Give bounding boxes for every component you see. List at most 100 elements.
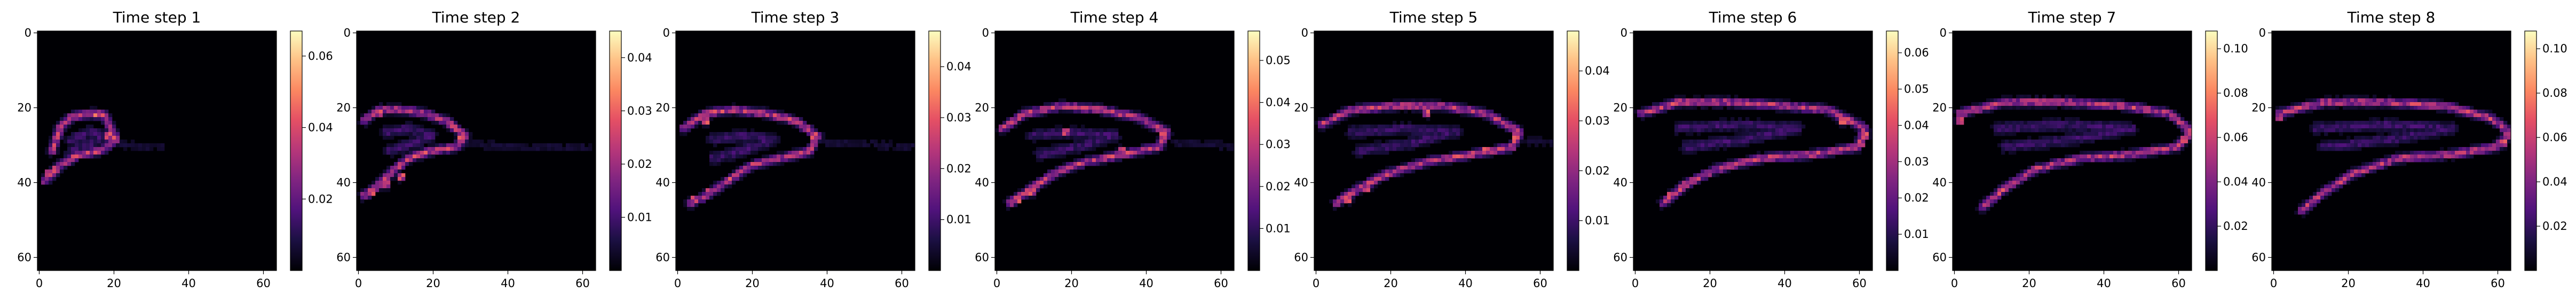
- heatmap-cell: [364, 192, 368, 196]
- heatmap-cell: [2492, 151, 2496, 155]
- heatmap-cell: [2410, 132, 2414, 136]
- heatmap-cell: [2410, 121, 2414, 125]
- heatmap-cell: [1798, 151, 1802, 155]
- heatmap-cell: [2496, 121, 2500, 125]
- heatmap-cell: [1648, 106, 1653, 110]
- panel-title: Time step 7: [2028, 9, 2116, 26]
- heatmap-cell: [1990, 192, 1994, 196]
- heatmap-cell: [93, 110, 98, 114]
- heatmap-cell: [1396, 106, 1401, 110]
- heatmap-cell: [750, 166, 755, 170]
- heatmap-cell: [739, 147, 744, 151]
- heatmap-cell: [461, 128, 465, 133]
- heatmap-cell: [1456, 155, 1460, 159]
- heatmap-cell: [398, 169, 402, 174]
- heatmap-cell: [2016, 102, 2020, 106]
- heatmap-cell: [2500, 125, 2504, 129]
- heatmap-cell: [1772, 98, 1776, 103]
- heatmap-cell: [581, 147, 585, 151]
- heatmap-cell: [1144, 147, 1149, 151]
- heatmap-cell: [1092, 102, 1096, 106]
- heatmap-cell: [1017, 199, 1022, 204]
- heatmap-cell: [2124, 151, 2129, 155]
- heatmap-cell: [2380, 136, 2384, 140]
- heatmap-cell: [881, 140, 886, 144]
- heatmap-cell: [743, 151, 747, 155]
- heatmap-cell: [2391, 140, 2396, 144]
- heatmap-cell: [2354, 166, 2358, 170]
- x-tick-label: 60: [256, 277, 271, 290]
- heatmap-cell: [792, 117, 796, 121]
- heatmap-cell: [1697, 121, 1701, 125]
- colorbar-tick-label: 0.06: [2542, 131, 2567, 144]
- heatmap-cell: [390, 147, 394, 151]
- heatmap-cell: [1077, 162, 1081, 166]
- heatmap-cell: [409, 121, 413, 125]
- heatmap-cell: [1044, 113, 1048, 118]
- heatmap-cell: [736, 128, 740, 133]
- heatmap-cell: [1111, 151, 1115, 155]
- heatmap-cell: [49, 136, 53, 140]
- heatmap-cell: [1839, 117, 1843, 121]
- heatmap-cell: [859, 143, 863, 148]
- heatmap-cell: [390, 169, 394, 174]
- heatmap-cell: [401, 132, 406, 136]
- heatmap-cell: [2132, 151, 2136, 155]
- heatmap-cell: [1215, 140, 1220, 144]
- heatmap-cell: [2009, 151, 2013, 155]
- heatmap-cell: [2035, 95, 2039, 99]
- colorbar-tick-label: 0.03: [1585, 114, 1610, 127]
- heatmap-cell: [724, 158, 729, 163]
- heatmap-cell: [1141, 117, 1145, 121]
- heatmap-cell: [1445, 162, 1449, 166]
- heatmap-cell: [2324, 196, 2328, 200]
- heatmap-cell: [795, 117, 800, 121]
- heatmap-cell: [513, 143, 518, 148]
- heatmap-cell: [1385, 140, 1389, 144]
- heatmap-cell: [1997, 98, 2002, 103]
- heatmap-cell: [409, 106, 413, 110]
- heatmap-cell: [2466, 151, 2470, 155]
- heatmap-cell: [1333, 199, 1337, 204]
- heatmap-cell: [108, 136, 113, 140]
- colorbar-tick-label: 0.03: [1266, 138, 1291, 151]
- heatmap-cell: [1794, 121, 1798, 125]
- heatmap-cell: [1742, 102, 1746, 106]
- heatmap-cell: [1994, 132, 1998, 136]
- heatmap-cell: [465, 140, 469, 144]
- heatmap-cell: [1002, 125, 1007, 129]
- heatmap-cell: [499, 147, 503, 151]
- heatmap-cell: [1389, 166, 1393, 170]
- heatmap-cell: [1452, 125, 1457, 129]
- heatmap-cell: [825, 143, 829, 148]
- heatmap-cell: [1378, 181, 1382, 185]
- heatmap-cell: [1400, 173, 1404, 177]
- heatmap-cell: [1411, 110, 1416, 114]
- heatmap-cell: [401, 143, 406, 148]
- heatmap-cell: [2180, 128, 2185, 133]
- heatmap-cell: [1723, 117, 1727, 121]
- heatmap-cell: [769, 155, 773, 159]
- heatmap-cell: [78, 110, 83, 114]
- heatmap-cell: [1363, 136, 1367, 140]
- heatmap-cell: [1757, 121, 1761, 125]
- heatmap-cell: [736, 113, 740, 118]
- heatmap-cell: [2147, 155, 2151, 159]
- heatmap-cell: [1512, 125, 1516, 129]
- heatmap-cell: [1749, 155, 1753, 159]
- heatmap-cell: [1798, 110, 1802, 114]
- heatmap-cell: [428, 117, 432, 121]
- heatmap-cell: [1100, 158, 1104, 163]
- heatmap-cell: [1088, 136, 1093, 140]
- heatmap-cell: [547, 143, 551, 148]
- heatmap-cell: [1062, 143, 1066, 148]
- heatmap-cell: [2109, 158, 2114, 163]
- colorbar-tick-label: 0.06: [1904, 47, 1929, 59]
- heatmap-cell: [52, 166, 57, 170]
- heatmap-cell: [1032, 136, 1037, 140]
- heatmap-cell: [1025, 136, 1029, 140]
- heatmap-cell: [2095, 136, 2099, 140]
- x-tick-label: 20: [745, 277, 760, 290]
- heatmap-cell: [1314, 121, 1318, 125]
- heatmap-cell: [56, 151, 60, 155]
